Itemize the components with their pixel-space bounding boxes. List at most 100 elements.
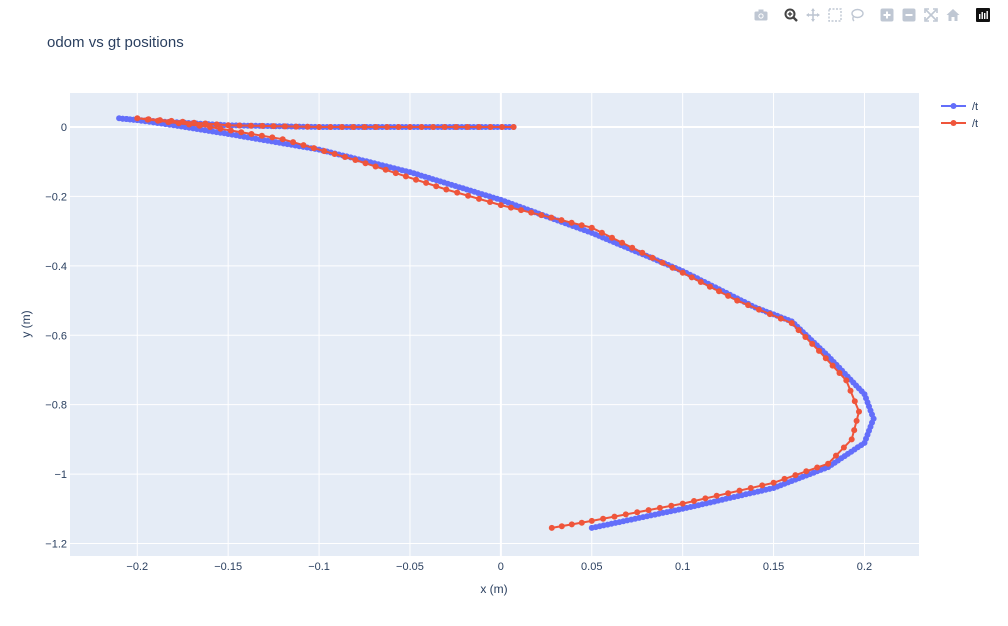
series-point[interactable] <box>191 119 198 126</box>
series-point[interactable] <box>327 124 334 130</box>
lasso-select-icon[interactable] <box>848 6 866 24</box>
series-point[interactable] <box>843 377 850 384</box>
series-point[interactable] <box>558 523 565 530</box>
series-point[interactable] <box>659 259 666 266</box>
series-point[interactable] <box>465 192 472 199</box>
series-point[interactable] <box>175 120 182 127</box>
series-point[interactable] <box>413 176 419 183</box>
series-point[interactable] <box>372 124 379 130</box>
series-point[interactable] <box>777 315 784 322</box>
series-point[interactable] <box>372 163 379 170</box>
series-point[interactable] <box>487 199 493 205</box>
series-point[interactable] <box>691 498 697 504</box>
series-point[interactable] <box>702 495 709 502</box>
series-point[interactable] <box>706 283 713 290</box>
series-point[interactable] <box>528 209 535 216</box>
series-point[interactable] <box>453 124 459 130</box>
series-point[interactable] <box>202 120 209 127</box>
series-point[interactable] <box>290 139 297 146</box>
autoscale-icon[interactable] <box>922 6 940 24</box>
series-point[interactable] <box>781 475 788 482</box>
series-point[interactable] <box>392 170 399 177</box>
series-point[interactable] <box>316 124 323 130</box>
series-point[interactable] <box>795 327 802 334</box>
series-point[interactable] <box>321 148 328 155</box>
series-point[interactable] <box>352 157 359 163</box>
series-point[interactable] <box>645 507 652 514</box>
series-point[interactable] <box>622 511 629 518</box>
series-point[interactable] <box>697 279 704 285</box>
series-point[interactable] <box>814 464 821 471</box>
series-point[interactable] <box>829 362 836 369</box>
plot-area[interactable] <box>70 93 919 556</box>
series-point[interactable] <box>213 121 220 128</box>
box-select-icon[interactable] <box>826 6 844 24</box>
series-point[interactable] <box>508 204 514 211</box>
series-point[interactable] <box>803 468 810 475</box>
series-point[interactable] <box>634 509 641 516</box>
series-point[interactable] <box>736 487 743 494</box>
series-point[interactable] <box>766 311 773 318</box>
series-point[interactable] <box>433 183 440 190</box>
series-point[interactable] <box>679 269 686 276</box>
series-point[interactable] <box>548 524 555 531</box>
reset-axes-icon[interactable] <box>944 6 962 24</box>
series-point[interactable] <box>300 142 307 149</box>
series-point[interactable] <box>384 124 391 130</box>
series-point[interactable] <box>518 207 525 214</box>
series-point[interactable] <box>853 417 860 424</box>
series-point[interactable] <box>155 117 161 124</box>
series-point[interactable] <box>310 145 317 152</box>
series-point[interactable] <box>418 124 425 130</box>
series-point[interactable] <box>734 297 741 304</box>
series-point[interactable] <box>600 515 607 522</box>
series-point[interactable] <box>270 123 277 130</box>
series-point[interactable] <box>756 306 762 313</box>
series-point[interactable] <box>759 482 766 489</box>
series-point[interactable] <box>454 189 461 196</box>
zoom-out-icon[interactable] <box>900 6 918 24</box>
pan-icon[interactable] <box>804 6 822 24</box>
series-point[interactable] <box>196 122 203 129</box>
series-point[interactable] <box>611 513 618 520</box>
series-point[interactable] <box>441 124 448 130</box>
series-point[interactable] <box>588 224 595 231</box>
series-point[interactable] <box>747 485 754 491</box>
series-point[interactable] <box>236 122 243 129</box>
series-point[interactable] <box>207 124 213 130</box>
camera-icon[interactable] <box>752 6 770 24</box>
series-point[interactable] <box>382 166 389 173</box>
series-point[interactable] <box>423 179 430 186</box>
legend-item[interactable]: /t <box>941 118 978 130</box>
series-point[interactable] <box>497 202 504 209</box>
series-point[interactable] <box>443 186 450 193</box>
series-point[interactable] <box>395 124 402 130</box>
series-point[interactable] <box>282 123 288 130</box>
series-point[interactable] <box>822 355 829 362</box>
series-point[interactable] <box>833 452 839 459</box>
legend-item[interactable]: /t <box>941 101 978 113</box>
series-point[interactable] <box>851 427 858 434</box>
zoom-icon[interactable] <box>782 6 800 24</box>
series-point[interactable] <box>725 490 732 497</box>
series-point[interactable] <box>362 160 369 167</box>
series-point[interactable] <box>476 124 482 130</box>
series-point[interactable] <box>716 288 722 295</box>
series-point[interactable] <box>248 131 255 137</box>
series-point[interactable] <box>609 234 615 241</box>
series-point[interactable] <box>688 274 695 281</box>
series-point[interactable] <box>598 229 605 236</box>
series-point[interactable] <box>487 124 494 130</box>
series-point[interactable] <box>669 264 676 271</box>
series-point[interactable] <box>476 195 482 202</box>
series-point[interactable] <box>840 444 847 451</box>
series-point[interactable] <box>350 124 357 130</box>
series-point[interactable] <box>668 502 675 509</box>
series-point[interactable] <box>639 249 646 256</box>
series-point[interactable] <box>713 492 720 499</box>
series-point[interactable] <box>588 517 595 524</box>
series-point[interactable] <box>619 239 626 246</box>
series-point[interactable] <box>588 524 595 531</box>
series-point[interactable] <box>548 214 555 221</box>
series-point[interactable] <box>217 125 224 132</box>
